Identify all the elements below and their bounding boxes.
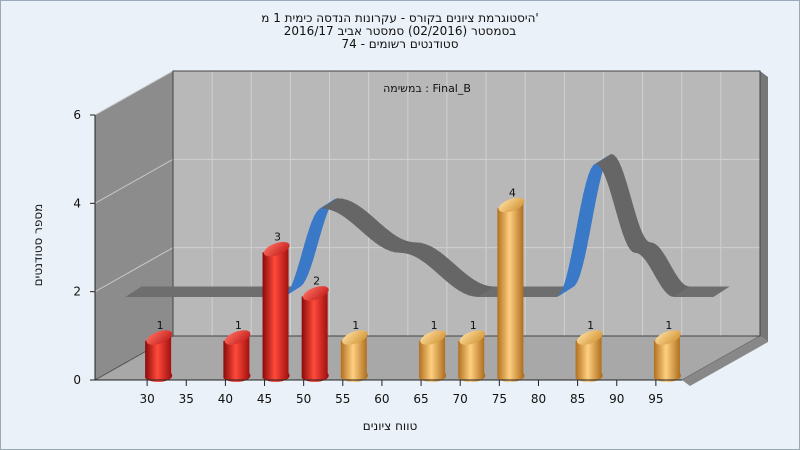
floor-edge xyxy=(682,336,768,386)
bar-75 xyxy=(497,197,525,382)
bar-body xyxy=(497,203,525,382)
x-axis-title: טווח ציונים xyxy=(362,419,418,433)
bar-top xyxy=(146,330,173,345)
side-gridline xyxy=(94,247,174,293)
x-tick-label: 60 xyxy=(374,392,389,406)
x-tick-label: 30 xyxy=(139,392,154,406)
chart-title-line-2: בסמסטר (02/2016) סמסטר אביב 2016/17 xyxy=(283,24,517,38)
side-gridline xyxy=(94,70,174,116)
bar-top xyxy=(459,330,486,345)
y-tick-label: 4 xyxy=(73,196,81,210)
chart-title-line-1: היסטוגרמת ציונים בקורס - עקרונות הנדסה כ… xyxy=(261,11,539,25)
bar-top xyxy=(498,197,525,213)
bar-value-label: 1 xyxy=(431,319,438,332)
chart-annotation: במשימה : Final_B xyxy=(383,82,471,95)
chart-title-line-3: סטודנטים רשומים - 74 xyxy=(341,37,459,51)
y-tick-label: 6 xyxy=(73,108,81,122)
x-tick-label: 40 xyxy=(218,392,233,406)
y-axis-title: מספר סטודנטים xyxy=(31,203,45,287)
bar-body xyxy=(145,335,173,382)
bar-value-label: 3 xyxy=(274,231,281,244)
bar-50 xyxy=(301,286,329,382)
bar-body xyxy=(653,335,681,383)
bar-top xyxy=(342,330,368,345)
bar-85 xyxy=(575,330,603,382)
bar-55 xyxy=(340,330,368,382)
bar-top xyxy=(420,330,447,345)
y-tick-label: 2 xyxy=(73,285,81,299)
bar-top xyxy=(576,330,603,345)
bar-value-label: 1 xyxy=(587,319,594,332)
bar-body xyxy=(301,291,329,382)
bar-top xyxy=(655,330,681,345)
bar-body xyxy=(575,335,603,382)
bar-value-label: 1 xyxy=(665,319,672,332)
back-wall-edge xyxy=(760,71,768,342)
bar-value-label: 1 xyxy=(470,319,477,332)
bar-95 xyxy=(653,330,681,383)
bar-top xyxy=(263,241,290,257)
y-tick-label: 0 xyxy=(73,373,81,387)
bar-value-label: 1 xyxy=(352,319,359,332)
bar-body xyxy=(458,335,486,382)
bar-top xyxy=(224,330,251,345)
side-wall xyxy=(95,71,173,380)
bar-top xyxy=(302,286,329,301)
bar-40 xyxy=(223,330,251,383)
x-tick-label: 55 xyxy=(335,392,350,406)
bar-body xyxy=(223,335,251,383)
x-tick-label: 70 xyxy=(453,392,468,406)
bar-body xyxy=(340,335,368,382)
x-tick-label: 85 xyxy=(570,392,585,406)
bar-30 xyxy=(145,330,173,382)
bar-value-label: 1 xyxy=(157,319,164,332)
x-tick-label: 90 xyxy=(609,392,624,406)
x-tick-label: 75 xyxy=(492,392,507,406)
bar-45 xyxy=(262,241,290,382)
x-tick-label: 80 xyxy=(531,392,546,406)
x-tick-label: 35 xyxy=(179,392,194,406)
x-tick-label: 65 xyxy=(413,392,428,406)
x-tick-label: 95 xyxy=(648,392,663,406)
bar-body xyxy=(419,335,447,382)
x-tick-label: 50 xyxy=(296,392,311,406)
bar-value-label: 1 xyxy=(235,319,242,332)
side-gridline xyxy=(94,158,174,204)
bar-value-label: 2 xyxy=(313,275,320,288)
bar-65 xyxy=(419,330,447,382)
curve-ribbon-segment xyxy=(709,286,730,297)
bar-value-label: 4 xyxy=(509,186,516,199)
bar-body xyxy=(262,247,290,382)
x-tick-label: 45 xyxy=(257,392,272,406)
bar-70 xyxy=(458,330,486,382)
